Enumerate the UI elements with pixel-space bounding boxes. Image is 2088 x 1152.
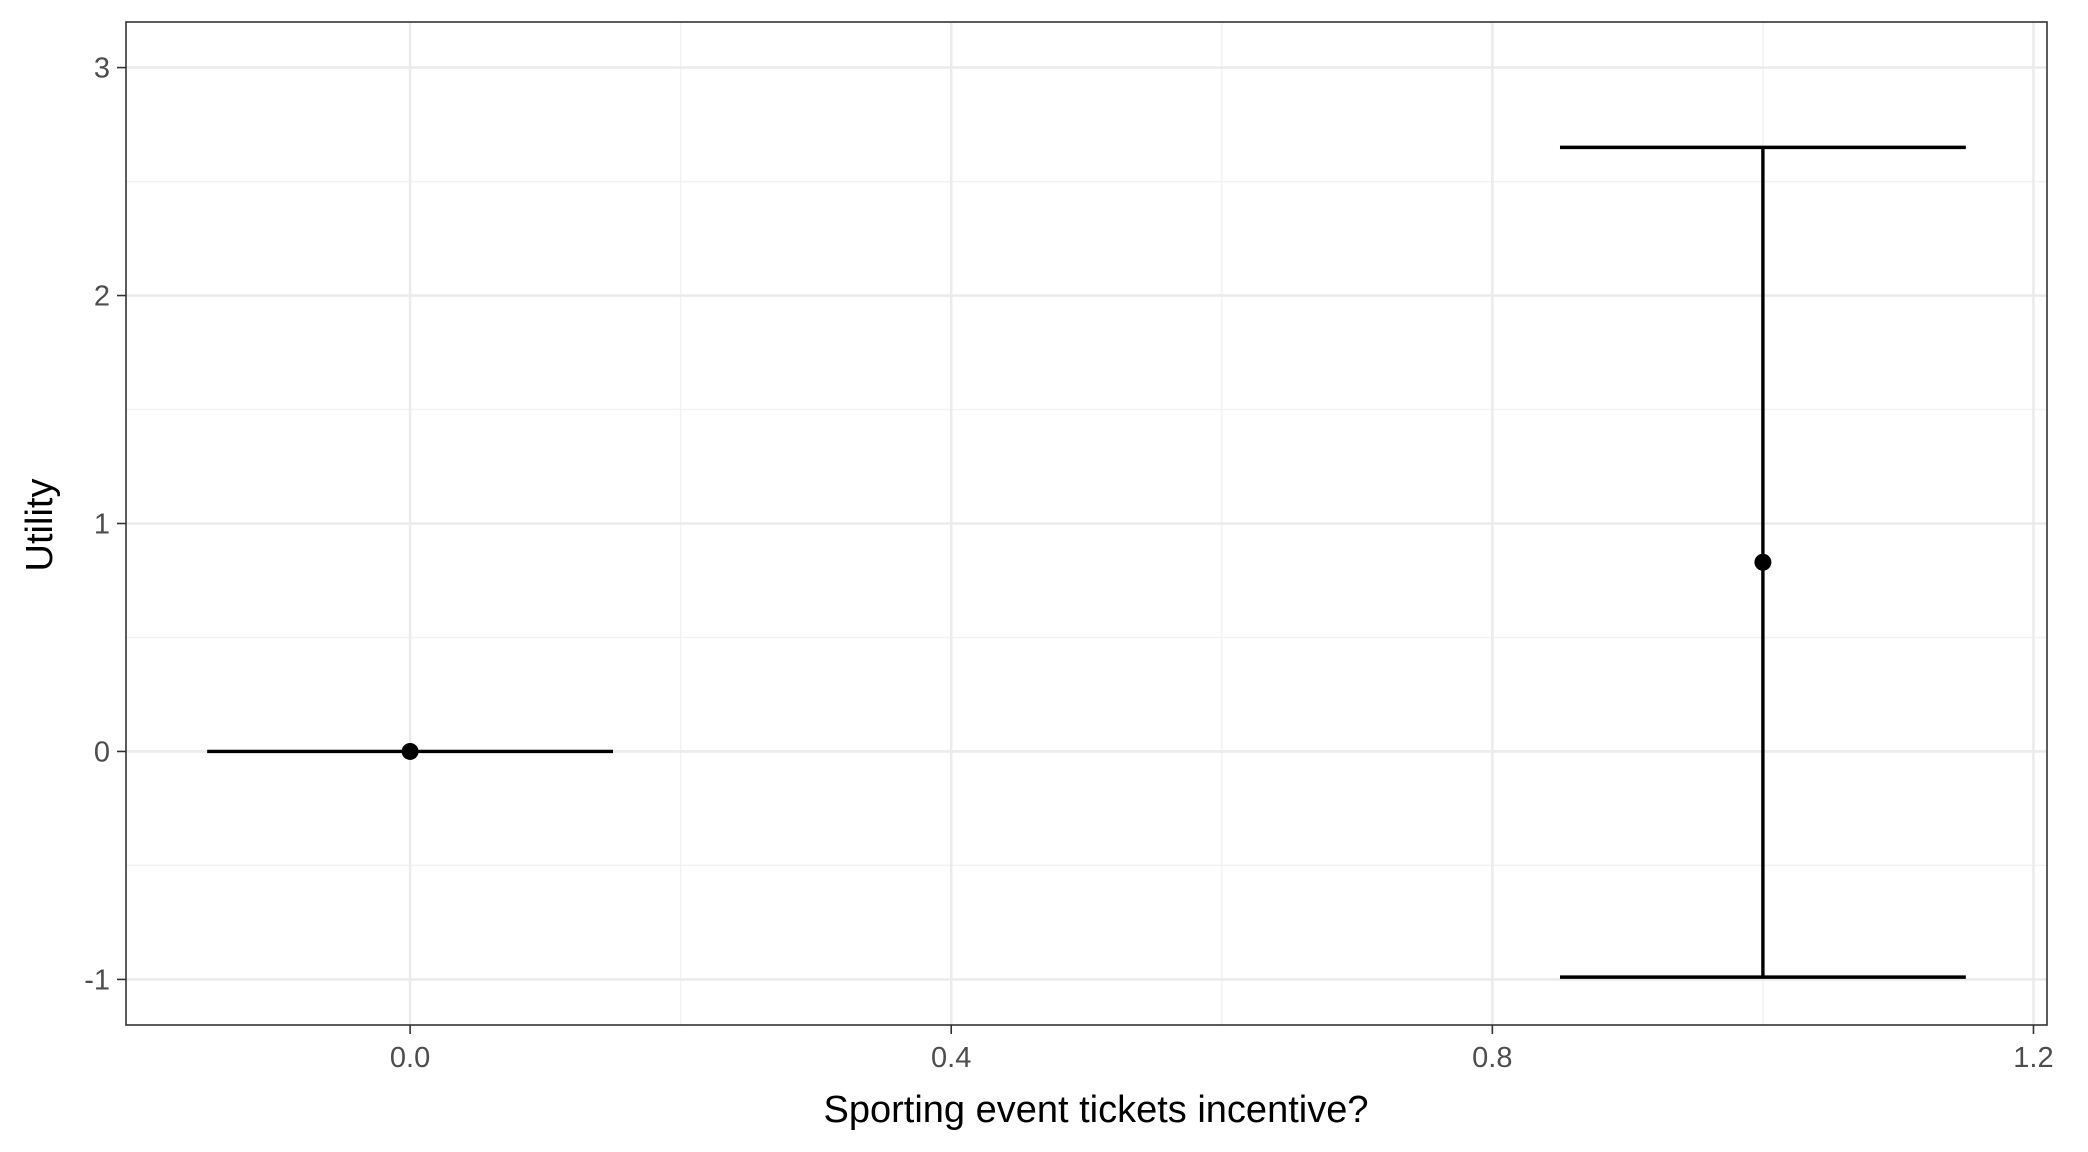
- y-axis-title: Utility: [19, 479, 61, 572]
- x-tick-label: 0.0: [390, 1042, 430, 1074]
- x-axis-title: Sporting event tickets incentive?: [824, 1089, 1369, 1131]
- y-tick-label: 0: [94, 736, 110, 768]
- data-point: [1754, 553, 1772, 571]
- y-tick-label: 1: [94, 509, 110, 541]
- y-axis-ticks: -1 0 1 2 3: [84, 53, 126, 996]
- data-point: [401, 742, 419, 760]
- x-tick-label: 0.8: [1472, 1042, 1512, 1074]
- y-tick-label: 2: [94, 281, 110, 313]
- x-axis-ticks: 0.0 0.4 0.8 1.2: [390, 1025, 2054, 1074]
- y-tick-label: -1: [84, 964, 110, 996]
- y-tick-label: 3: [94, 53, 110, 85]
- errorbar-marks: [207, 145, 1966, 979]
- x-tick-label: 1.2: [2013, 1042, 2053, 1074]
- grid-major: [126, 22, 2047, 1025]
- x-tick-label: 0.4: [931, 1042, 971, 1074]
